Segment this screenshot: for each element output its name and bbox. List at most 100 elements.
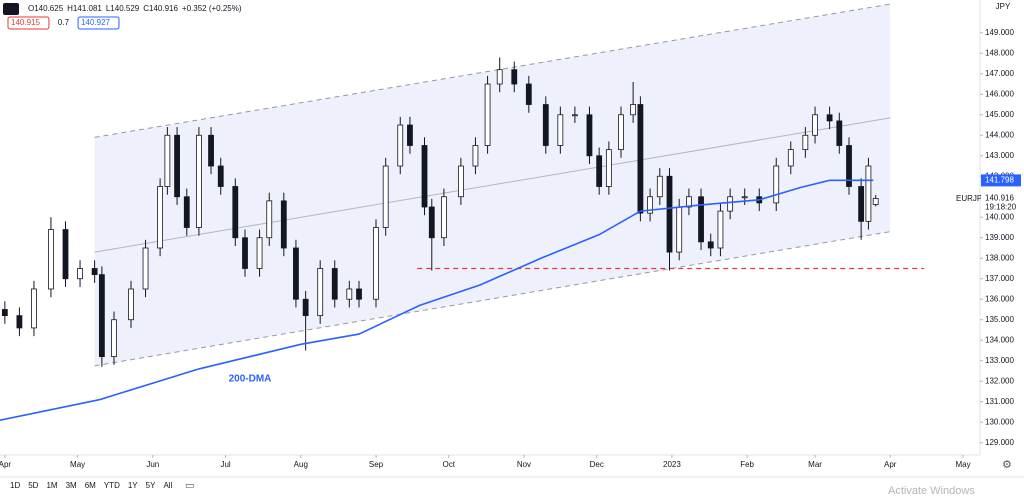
y-tick-label: 143.000 [985, 151, 1014, 160]
range-button[interactable]: All [163, 481, 172, 490]
candle-body [666, 175, 673, 253]
candle-body [1, 309, 8, 317]
candle-body [698, 196, 704, 243]
x-tick-label: May [70, 460, 85, 469]
x-tick-label: Sep [369, 460, 384, 469]
candle-body [773, 165, 780, 204]
candle-body [407, 124, 413, 146]
candle-body [293, 247, 299, 300]
candle-body [196, 134, 202, 228]
range-button[interactable]: 6M [85, 481, 96, 490]
x-tick-label: 2023 [663, 460, 681, 469]
candle-body [630, 104, 637, 116]
indicator-pill [77, 16, 120, 30]
indicator-value: 140.927 [81, 18, 110, 27]
y-tick-label: 133.000 [985, 356, 1014, 365]
x-tick-label: Jun [146, 460, 159, 469]
ohlc-value: H141.081 [67, 4, 102, 13]
candle-body [142, 247, 149, 290]
candle-body [16, 315, 23, 329]
candle-body [373, 227, 379, 300]
candle-body [428, 206, 435, 239]
candle-body [836, 120, 843, 146]
candle-body [826, 114, 833, 122]
candle-body [741, 196, 748, 199]
y-tick-label: 130.000 [985, 417, 1014, 426]
candle-body [397, 124, 404, 167]
settings-icon[interactable]: ⚙ [1002, 459, 1012, 471]
x-tick-label: May [955, 460, 970, 469]
candle-body [157, 186, 163, 249]
candle-body [111, 319, 117, 358]
x-tick-label: Apr [884, 460, 897, 469]
x-tick-label: Aug [294, 460, 308, 469]
indicator-pill [7, 16, 50, 30]
range-button[interactable]: 5Y [146, 481, 156, 490]
candle-body [572, 114, 578, 117]
y-tick-label: 144.000 [985, 130, 1014, 139]
y-tick-label: 147.000 [985, 69, 1014, 78]
candle-body [787, 149, 794, 167]
candle-body [382, 165, 389, 228]
channel-middle [94, 117, 891, 253]
ohlc-value: C140.916 [143, 4, 178, 13]
candle-body [511, 69, 518, 85]
candle-body [496, 69, 503, 85]
candle-body [846, 145, 852, 187]
y-tick-label: 134.000 [985, 335, 1014, 344]
range-button[interactable]: 1Y [128, 481, 138, 490]
y-tick-label: 145.000 [985, 110, 1014, 119]
countdown: 19:18:20 [985, 203, 1017, 212]
range-button[interactable]: 5D [28, 481, 38, 490]
candle-body [183, 196, 190, 228]
candle-body [91, 268, 98, 276]
candle-body [865, 165, 872, 222]
candle-body [637, 104, 644, 214]
range-button[interactable]: 3M [66, 481, 77, 490]
candle-body [441, 196, 447, 239]
candle-body [596, 155, 603, 187]
x-tick-label: Oct [443, 460, 456, 469]
candle-body [812, 114, 818, 136]
candle-body [217, 165, 224, 187]
candle-body [98, 274, 105, 358]
y-tick-label: 132.000 [985, 376, 1014, 385]
y-tick-label: 146.000 [985, 89, 1014, 98]
range-button[interactable]: YTD [104, 481, 120, 490]
candle-body [586, 114, 593, 157]
y-tick-label: 131.000 [985, 397, 1014, 406]
plot: 200-DMA [0, 3, 925, 421]
candle-body [457, 165, 464, 198]
candle-body [686, 196, 692, 208]
candle-body [331, 268, 338, 300]
candle-body [618, 114, 624, 151]
candle-body [557, 114, 564, 146]
candle-body [31, 288, 37, 329]
candle-body [858, 186, 865, 222]
candle-body [872, 198, 879, 205]
symbol-label: EURJPY [956, 194, 988, 203]
candle-body [302, 298, 309, 317]
candle-body [77, 268, 83, 280]
candle-body [656, 175, 663, 198]
candle-body [727, 196, 734, 212]
y-tick-label: 137.000 [985, 274, 1014, 283]
x-tick-label: Nov [517, 460, 531, 469]
y-tick-label: 138.000 [985, 253, 1014, 262]
y-tick-label: 139.000 [985, 233, 1014, 242]
candle-body [174, 134, 180, 198]
date-range-icon[interactable]: ▭ [185, 481, 194, 492]
x-tick-label: Feb [740, 460, 754, 469]
y-tick-label: 135.000 [985, 315, 1014, 324]
range-button[interactable]: 1M [46, 481, 57, 490]
y-tick-label: 148.000 [985, 48, 1014, 57]
price-tag-box [981, 174, 1021, 187]
candle-body [280, 200, 287, 249]
candle-body [802, 134, 809, 151]
indicator-value: 140.915 [11, 18, 40, 27]
range-button[interactable]: 1D [10, 481, 20, 490]
candle-body [346, 288, 353, 300]
price-tag-label: 140.916 [985, 194, 1014, 203]
candle-body [647, 196, 653, 214]
